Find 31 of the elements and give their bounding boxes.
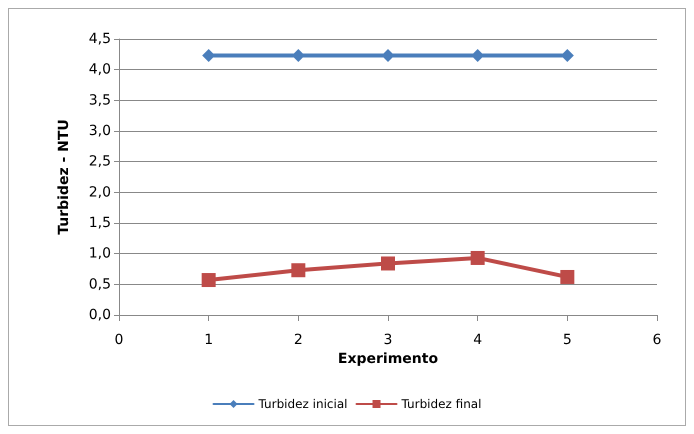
y-tick-label: 1,0 <box>88 246 111 262</box>
y-tick-label: 0,0 <box>88 307 111 323</box>
point <box>292 49 305 62</box>
x-tick-label: 6 <box>652 332 662 348</box>
y-axis-title: Turbidez - NTU <box>56 119 72 235</box>
y-tick-label: 3,5 <box>88 92 111 108</box>
x-tick-label: 0 <box>114 332 124 348</box>
x-tick-label: 1 <box>204 332 214 348</box>
x-axis-title: Experimento <box>338 350 438 367</box>
y-tick-label: 2,0 <box>88 184 111 200</box>
point <box>560 49 574 62</box>
point <box>560 270 574 284</box>
y-tick-label: 0,5 <box>88 276 111 292</box>
x-tick-label: 3 <box>384 332 392 348</box>
y-tick-label: 3,0 <box>88 123 111 139</box>
y-tick-label: 2,5 <box>88 154 111 170</box>
point <box>381 256 395 270</box>
y-tick-label: 4,5 <box>88 31 111 47</box>
point <box>202 49 216 62</box>
x-tick-label: 5 <box>562 332 572 348</box>
y-tick-label: 1,5 <box>88 215 111 231</box>
point <box>471 49 484 62</box>
point <box>202 273 216 288</box>
point <box>382 49 394 62</box>
point <box>470 250 485 265</box>
point <box>291 263 306 278</box>
x-tick-label: 2 <box>294 332 303 348</box>
legend-label: Turbidez inicial <box>258 397 348 411</box>
y-tick-label: 4,0 <box>88 62 111 78</box>
x-tick-label: 4 <box>473 332 482 348</box>
legend-label: Turbidez final <box>400 397 482 411</box>
